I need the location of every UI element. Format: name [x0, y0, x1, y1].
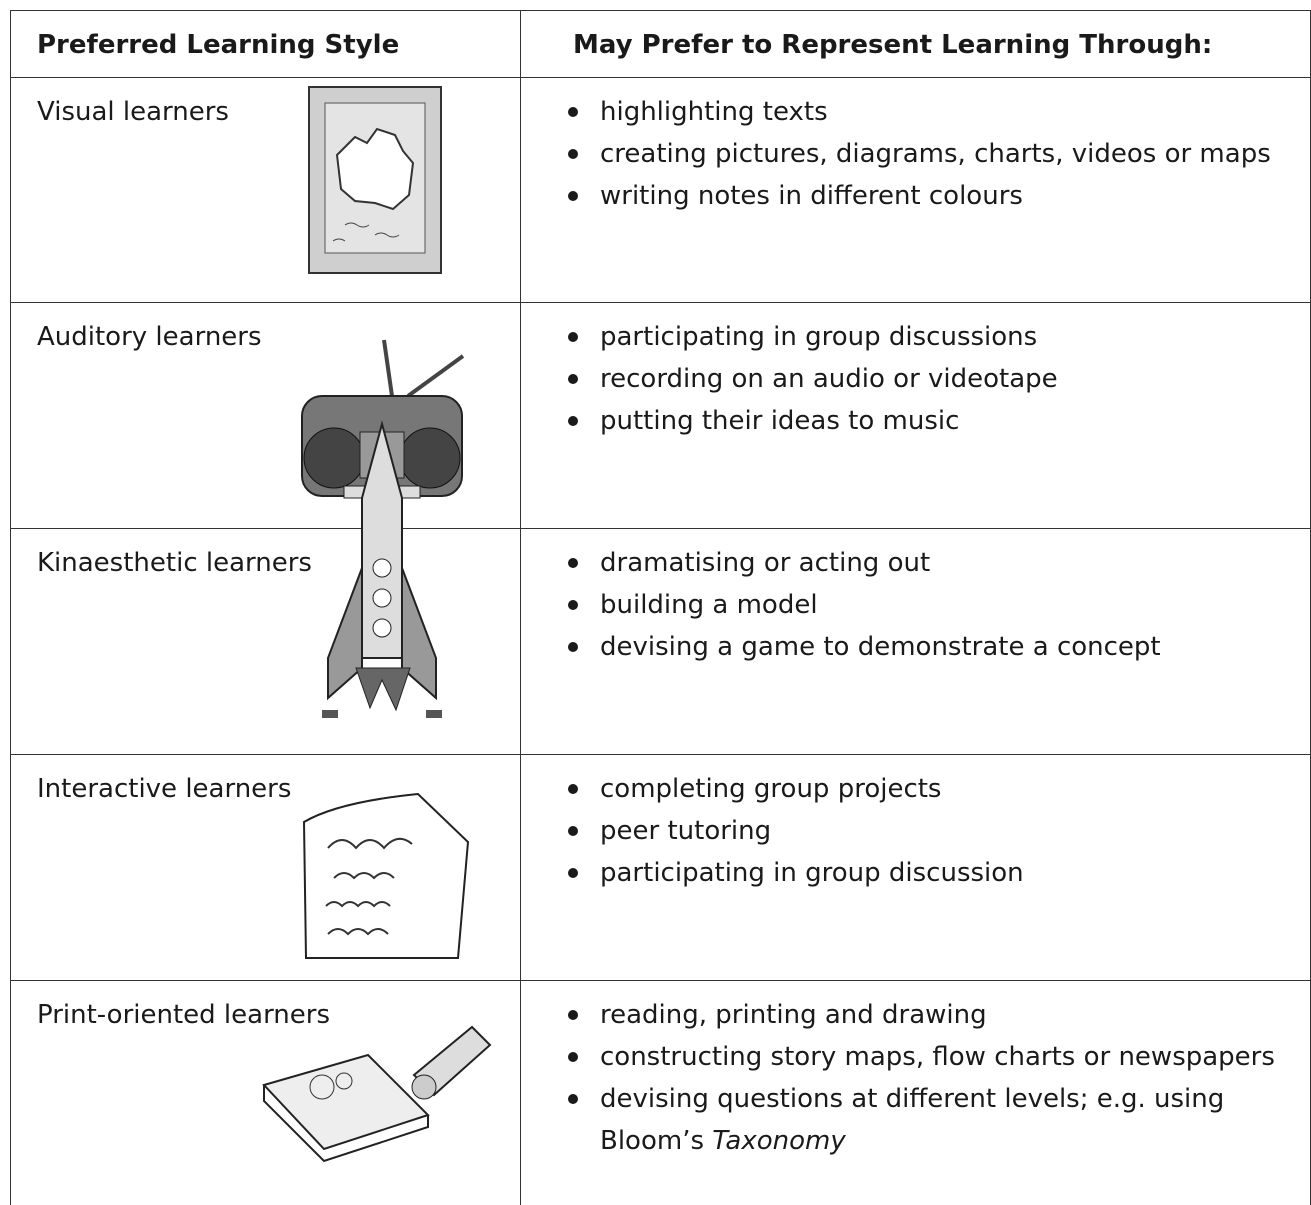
bullet — [568, 558, 578, 568]
rule — [10, 10, 1311, 11]
bullet — [568, 107, 578, 117]
item-emphasis: Taxonomy — [712, 1126, 846, 1156]
bullet — [568, 826, 578, 836]
bullet-item: devising a game to demonstrate a concept — [566, 626, 1286, 668]
bullet — [568, 642, 578, 652]
bullet-item: recording on an audio or videotape — [566, 358, 1286, 400]
note-illustration — [302, 792, 470, 959]
item-text: completing group projects — [600, 774, 942, 804]
item-text: reading, printing and drawing — [600, 1000, 987, 1030]
item-text: constructing story maps, flow charts or … — [600, 1042, 1275, 1072]
bullet — [568, 784, 578, 794]
bullet-item: constructing story maps, flow charts or … — [566, 1036, 1286, 1078]
bullet — [568, 600, 578, 610]
rule — [10, 980, 1311, 981]
bullet — [568, 416, 578, 426]
bullet — [568, 1052, 578, 1062]
books-illustration — [262, 1025, 492, 1163]
rule — [10, 77, 1311, 78]
bullet-item: peer tutoring — [566, 810, 1286, 852]
learning-style: Interactive learners — [37, 774, 292, 804]
rocket-illustration — [322, 420, 442, 718]
rule — [520, 10, 521, 1205]
map-illustration — [308, 86, 442, 274]
bullet — [568, 149, 578, 159]
bullet-item: creating pictures, diagrams, charts, vid… — [566, 133, 1286, 175]
bullet — [568, 868, 578, 878]
bullet-list: dramatising or acting out building a mode… — [566, 542, 1286, 668]
bullet-item: participating in group discussion — [566, 852, 1286, 894]
bullet — [568, 191, 578, 201]
bullet-item: putting their ideas to music — [566, 400, 1286, 442]
item-text: participating in group discussion — [600, 858, 1024, 888]
item-text: peer tutoring — [600, 816, 772, 846]
item-text: creating pictures, diagrams, charts, vid… — [600, 139, 1271, 169]
learning-style: Kinaesthetic learners — [37, 548, 312, 578]
bullet — [568, 374, 578, 384]
item-text: devising a game to demonstrate a concept — [600, 632, 1161, 662]
bullet-list: participating in group discussions record… — [566, 316, 1286, 442]
bullet — [568, 332, 578, 342]
bullet-item: participating in group discussions — [566, 316, 1286, 358]
bullet-list: highlighting texts creating pictures, dia… — [566, 91, 1286, 217]
bullet-item: completing group projects — [566, 768, 1286, 810]
rule — [10, 302, 1311, 303]
header-cell: May Prefer to Represent Learning Through… — [573, 30, 1213, 60]
item-text: dramatising or acting out — [600, 548, 931, 578]
bullet-item: writing notes in different colours — [566, 175, 1286, 217]
learning-style: Print-oriented learners — [37, 1000, 331, 1030]
header-cell: Preferred Learning Style — [37, 30, 400, 60]
bullet-item: devising questions at different levels; … — [566, 1078, 1286, 1162]
rule — [10, 10, 11, 1205]
item-text: highlighting texts — [600, 97, 828, 127]
item-text: devising questions at different levels; … — [600, 1084, 1225, 1156]
rule — [10, 528, 1311, 529]
item-text: putting their ideas to music — [600, 406, 960, 436]
bullet — [568, 1010, 578, 1020]
bullet-list: reading, printing and drawing constructin… — [566, 994, 1286, 1162]
item-text: building a model — [600, 590, 818, 620]
rule — [10, 754, 1311, 755]
learning-style: Visual learners — [37, 97, 229, 127]
bullet-item: highlighting texts — [566, 91, 1286, 133]
bullet-item: reading, printing and drawing — [566, 994, 1286, 1036]
bullet-item: dramatising or acting out — [566, 542, 1286, 584]
bullet — [568, 1094, 578, 1104]
item-text: writing notes in different colours — [600, 181, 1023, 211]
item-text: participating in group discussions — [600, 322, 1038, 352]
item-text: recording on an audio or videotape — [600, 364, 1058, 394]
learning-style: Auditory learners — [37, 322, 262, 352]
bullet-list: completing group projects peer tutoring pa… — [566, 768, 1286, 894]
bullet-item: building a model — [566, 584, 1286, 626]
